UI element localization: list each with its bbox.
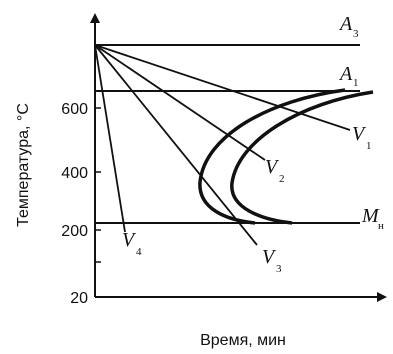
v3-label: V bbox=[262, 246, 277, 268]
v1-label-sub: 1 bbox=[366, 140, 372, 152]
v2-label-sub: 2 bbox=[279, 173, 285, 185]
v3-label-sub: 3 bbox=[276, 263, 282, 275]
v4-label-sub: 4 bbox=[136, 246, 142, 258]
a3-label: A bbox=[338, 13, 353, 35]
cooling-curve-v3 bbox=[94, 44, 258, 246]
a1-label-sub: 1 bbox=[353, 77, 359, 89]
cooling-curve-v1 bbox=[94, 44, 351, 131]
cooling-curve-v4 bbox=[94, 44, 126, 233]
y-tick-label: 20 bbox=[70, 290, 88, 307]
a1-label: A bbox=[338, 63, 353, 85]
cooling-curve-v2 bbox=[94, 44, 266, 161]
v1-label: V bbox=[352, 123, 367, 145]
y-tick-label: 400 bbox=[61, 165, 88, 182]
y-tick-label: 600 bbox=[61, 101, 88, 118]
x-axis-title: Время, мин bbox=[200, 332, 286, 349]
c-curve-finish bbox=[230, 90, 374, 225]
v4-label: V bbox=[122, 229, 137, 251]
mn-label-sub: н bbox=[378, 220, 384, 232]
c-curve-start bbox=[198, 88, 346, 225]
y-axis-title: Температура, °С bbox=[15, 103, 32, 227]
y-tick-label: 200 bbox=[61, 223, 88, 240]
mn-label: M bbox=[361, 205, 380, 227]
v2-label: V bbox=[265, 156, 280, 178]
a3-label-sub: 3 bbox=[353, 28, 359, 40]
